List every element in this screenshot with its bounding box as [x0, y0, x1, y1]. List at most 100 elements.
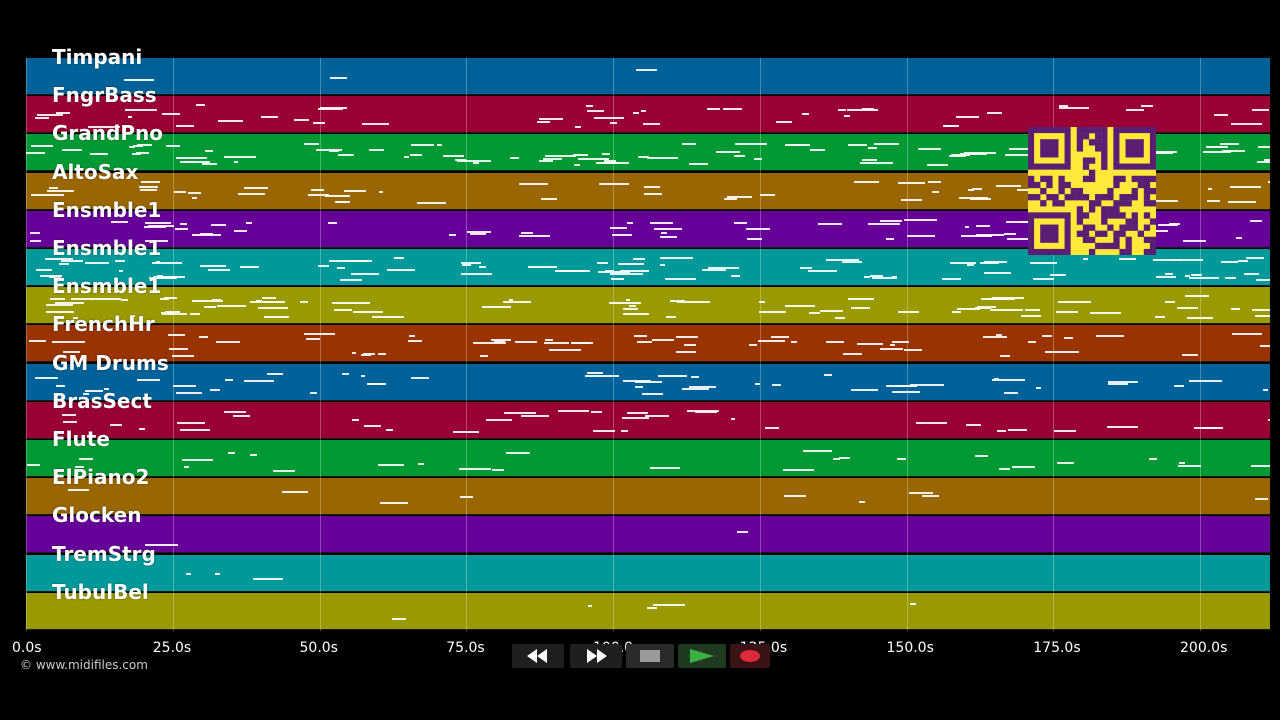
midi-note	[110, 424, 122, 427]
midi-note	[868, 146, 878, 149]
midi-note	[1243, 272, 1259, 275]
midi-note	[987, 111, 1002, 114]
midi-note	[125, 109, 157, 112]
midi-note	[807, 270, 837, 273]
midi-note	[608, 302, 641, 305]
midi-note	[83, 392, 90, 395]
fast-forward-button[interactable]	[570, 644, 622, 668]
midi-note	[51, 340, 86, 343]
record-button[interactable]	[730, 644, 770, 668]
midi-note	[151, 261, 183, 264]
midi-note	[457, 160, 491, 163]
midi-note	[783, 494, 807, 497]
midi-note	[26, 463, 41, 466]
midi-note	[253, 578, 283, 581]
midi-note	[650, 466, 680, 469]
midi-note	[1021, 221, 1030, 224]
midi-note	[706, 107, 721, 110]
midi-note	[409, 334, 416, 337]
midi-note	[907, 234, 935, 237]
midi-note	[185, 572, 192, 575]
midi-note	[1165, 301, 1176, 304]
midi-note	[858, 500, 865, 503]
midi-note	[261, 116, 278, 119]
midi-note	[144, 222, 171, 225]
midi-note	[30, 239, 42, 242]
midi-note	[312, 121, 326, 124]
midi-note	[609, 227, 627, 230]
midi-note	[104, 387, 110, 390]
track-label: TubulBel	[52, 579, 149, 604]
midi-note	[633, 112, 640, 114]
midi-note	[636, 68, 657, 71]
midi-note	[980, 298, 1003, 301]
midi-note	[63, 350, 80, 353]
midi-note	[141, 181, 161, 184]
midi-note	[636, 341, 653, 344]
midi-note	[1254, 497, 1268, 500]
midi-note	[266, 373, 283, 376]
midi-note	[870, 274, 883, 277]
midi-note	[379, 190, 384, 193]
midi-note	[214, 573, 220, 576]
midi-note	[617, 263, 644, 266]
midi-note	[660, 264, 665, 267]
midi-note	[901, 198, 923, 201]
midi-note	[622, 307, 638, 310]
grid-line	[759, 58, 761, 631]
midi-note	[1219, 143, 1240, 146]
midi-note	[331, 149, 339, 152]
midi-note	[161, 113, 180, 116]
rewind-button[interactable]	[512, 644, 564, 668]
midi-note	[114, 260, 126, 263]
midi-note	[660, 232, 668, 235]
midi-note	[759, 310, 787, 313]
midi-note	[204, 306, 216, 309]
midi-note	[557, 269, 590, 272]
midi-note	[216, 304, 247, 307]
midi-note	[543, 157, 563, 160]
midi-note	[604, 159, 616, 162]
midi-note	[352, 418, 359, 421]
midi-note	[293, 119, 310, 122]
midi-note	[895, 384, 918, 387]
midi-note	[469, 233, 486, 236]
midi-note	[404, 155, 410, 158]
midi-note	[1025, 309, 1040, 312]
stop-button[interactable]	[626, 644, 674, 668]
midi-note	[320, 107, 347, 110]
midi-note	[1107, 382, 1129, 385]
midi-note	[479, 355, 489, 358]
midi-note	[736, 531, 748, 534]
track-label: FngrBass	[52, 83, 157, 108]
midi-note	[40, 274, 62, 277]
midi-note	[166, 144, 181, 147]
midi-note	[716, 151, 740, 153]
midi-note	[161, 312, 172, 315]
midi-note	[991, 378, 1025, 381]
midi-note	[927, 181, 942, 184]
midi-note	[211, 299, 222, 302]
midi-note	[528, 266, 557, 269]
midi-note	[810, 148, 826, 151]
midi-note	[317, 265, 330, 268]
midi-note	[764, 426, 780, 429]
midi-note	[1191, 273, 1203, 276]
midi-note	[1259, 344, 1270, 347]
midi-note	[362, 123, 390, 126]
track-label: GM Drums	[52, 350, 169, 375]
midi-note	[609, 121, 618, 124]
midi-note	[168, 333, 186, 336]
stop-icon	[640, 650, 660, 662]
midi-note	[1206, 200, 1220, 203]
play-button[interactable]	[678, 644, 726, 668]
midi-note	[1095, 335, 1124, 338]
midi-note	[210, 224, 226, 227]
midi-note	[176, 391, 202, 394]
midi-note	[70, 297, 95, 300]
midi-note	[660, 236, 677, 239]
time-tick-label: 150.0s	[886, 640, 934, 656]
midi-note	[847, 109, 878, 112]
midi-note	[734, 222, 748, 225]
midi-note	[1207, 187, 1212, 190]
